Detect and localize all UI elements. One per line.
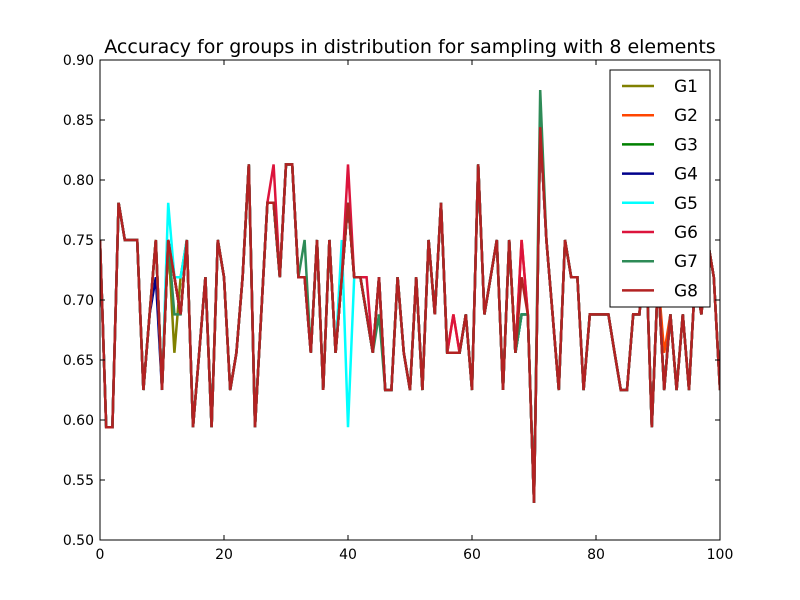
x-tick-label: 60 <box>463 547 481 563</box>
series-line-g8 <box>100 127 720 503</box>
legend: G1 G2 G3 G4 G5 G6 G7 G8 <box>609 69 711 308</box>
legend-label-g8: G8 <box>674 281 698 301</box>
legend-label-g6: G6 <box>674 223 698 243</box>
y-tick-label: 0.90 <box>63 53 94 69</box>
y-tick-label: 0.75 <box>63 233 94 249</box>
legend-label-g1: G1 <box>674 77 698 97</box>
series-layer <box>100 89 720 503</box>
y-tick-label: 0.55 <box>63 473 94 489</box>
y-tick-label: 0.85 <box>63 113 94 129</box>
y-tick-label: 0.50 <box>63 533 94 549</box>
legend-label-g4: G4 <box>674 165 698 185</box>
x-tick-label: 0 <box>96 547 105 563</box>
y-tick-label: 0.60 <box>63 413 94 429</box>
x-tick-label: 80 <box>587 547 605 563</box>
x-tick-label: 20 <box>215 547 233 563</box>
y-tick-label: 0.65 <box>63 353 94 369</box>
axis-ticks: 0 20 40 60 80 100 0.50 0.55 0.60 0.65 0.70 0.75 0.80… <box>63 53 734 563</box>
legend-label-g2: G2 <box>674 106 698 126</box>
legend-label-g7: G7 <box>674 252 698 272</box>
legend-box <box>609 69 711 308</box>
x-tick-label: 40 <box>339 547 357 563</box>
legend-label-g3: G3 <box>674 135 698 155</box>
y-tick-label: 0.80 <box>63 173 94 189</box>
chart-title: Accuracy for groups in distribution for … <box>104 36 715 58</box>
y-tick-label: 0.70 <box>63 293 94 309</box>
x-tick-label: 100 <box>707 547 734 563</box>
legend-label-g5: G5 <box>674 194 698 214</box>
